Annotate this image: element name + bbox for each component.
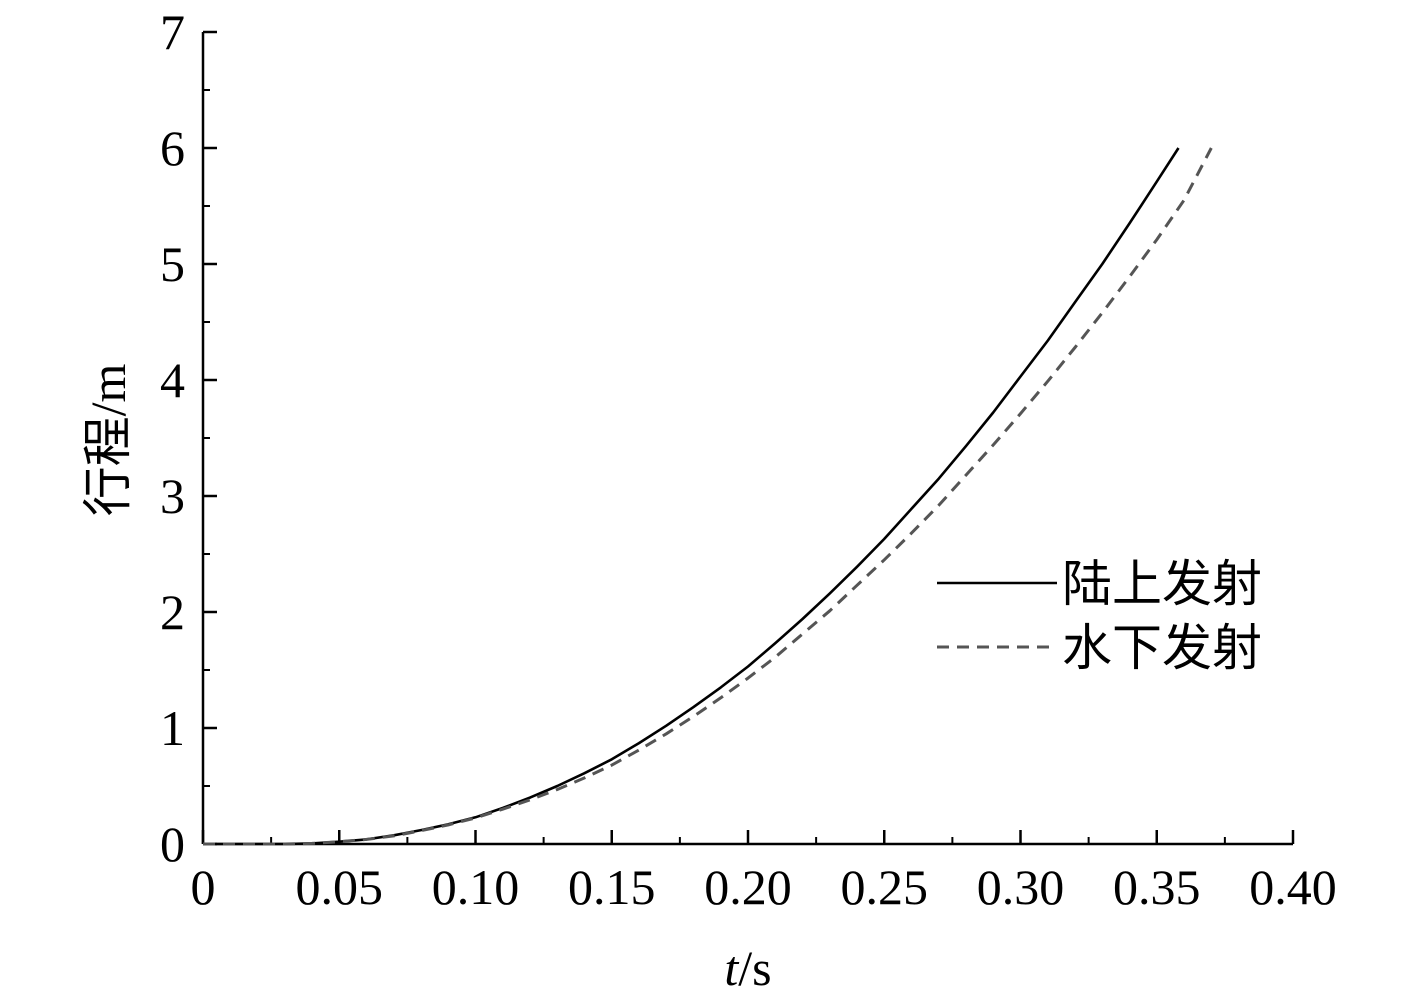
x-tick-label: 0.25 (841, 859, 929, 915)
y-tick-label: 7 (160, 4, 185, 60)
y-tick-label: 2 (160, 584, 185, 640)
series-line-0 (203, 147, 1180, 846)
y-axis-title: 行程/m (80, 364, 136, 517)
y-tick-label: 0 (160, 816, 185, 872)
x-tick-label: 0.35 (1113, 859, 1201, 915)
x-tick-label: 0.10 (432, 859, 520, 915)
legend-label-0: 陆上发射 (1062, 556, 1262, 612)
axes: 0 0.05 0.10 0.15 0.20 0.25 0.30 0.35 0.40 0 1 2 3 4 5 6… (80, 4, 1337, 996)
x-tick-label: 0 (191, 859, 216, 915)
y-tick-label: 5 (160, 236, 185, 292)
x-tick-label: 0.40 (1249, 859, 1337, 915)
x-axis-title-unit: /s (738, 940, 771, 996)
series-layer (203, 147, 1213, 846)
x-tick-label: 0.20 (704, 859, 792, 915)
y-tick-label: 3 (160, 468, 185, 524)
x-axis-title: t/s (724, 940, 771, 996)
legend-label-1: 水下发射 (1062, 620, 1262, 676)
y-tick-label: 4 (160, 352, 185, 408)
y-tick-label: 1 (160, 700, 185, 756)
x-tick-label: 0.05 (296, 859, 384, 915)
x-axis-title-var: t (724, 940, 739, 996)
series-line-1 (203, 147, 1213, 846)
y-tick-label: 6 (160, 120, 185, 176)
x-tick-label: 0.30 (977, 859, 1065, 915)
x-tick-label: 0.15 (568, 859, 656, 915)
